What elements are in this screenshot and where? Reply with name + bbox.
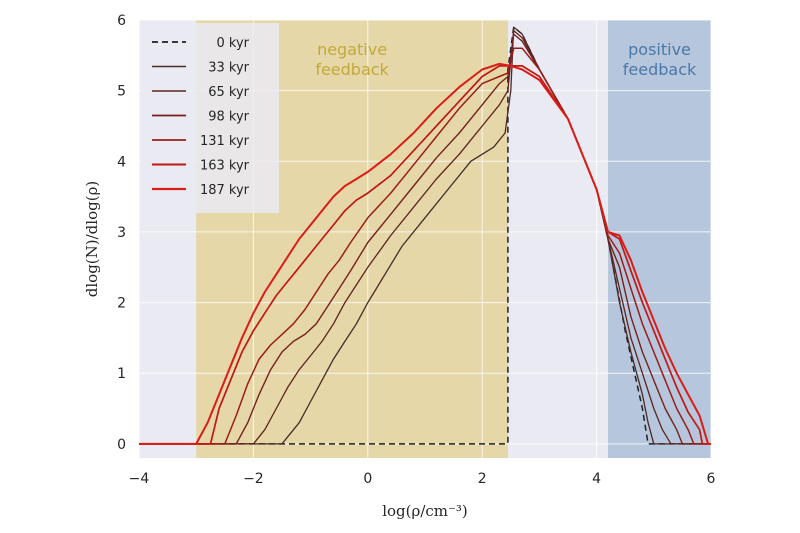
series-line-2	[139, 29, 711, 445]
legend-label-3: 98 kyr	[208, 110, 249, 125]
legend-label-2: 65 kyr	[208, 85, 249, 100]
legend-label-6: 187 kyr	[200, 183, 250, 198]
y-tick-label-5: 5	[117, 84, 126, 100]
legend-label-0: 0 kyr	[216, 36, 249, 51]
x-tick-label-4: 4	[592, 471, 601, 487]
y-tick-label-4: 4	[117, 154, 126, 170]
y-tick-label-2: 2	[117, 296, 126, 312]
x-tick-label-0: −4	[129, 471, 150, 487]
region-label-0-0: negative	[317, 40, 387, 59]
feedback-region-1	[608, 20, 711, 458]
y-axis-label: dlog(N)/dlog(ρ)	[83, 181, 101, 297]
tick-labels: −4 −2 0 2 4 6 0 1 2 3 4 5 6	[117, 13, 715, 487]
legend-label-4: 131 kyr	[200, 134, 250, 149]
region-label-0-1: feedback	[315, 60, 389, 79]
x-axis-label: log(ρ/cm⁻³)	[382, 502, 468, 520]
x-tick-label-2: 0	[363, 471, 372, 487]
legend-label-1: 33 kyr	[208, 61, 249, 76]
x-tick-label-5: 6	[707, 471, 716, 487]
x-tick-label-3: 2	[478, 471, 487, 487]
series-line-6	[139, 62, 711, 445]
y-tick-label-1: 1	[117, 366, 126, 382]
series-line-4	[139, 47, 711, 445]
x-tick-label-1: −2	[243, 471, 264, 487]
y-tick-label-3: 3	[117, 225, 126, 241]
legend-box	[142, 23, 279, 213]
region-label-1-1: feedback	[623, 60, 697, 79]
legend: 0 kyr 33 kyr 65 kyr 98 kyr 131 kyr 163 kyr 187…	[142, 23, 279, 213]
series-line-1	[139, 26, 711, 445]
series-lines	[139, 26, 711, 445]
series-line-3	[139, 33, 711, 445]
y-tick-label-0: 0	[117, 437, 126, 453]
region-label-1-0: positive	[628, 40, 691, 59]
y-tick-label-6: 6	[117, 13, 126, 29]
legend-label-5: 163 kyr	[200, 159, 250, 174]
series-line-5	[139, 65, 711, 445]
